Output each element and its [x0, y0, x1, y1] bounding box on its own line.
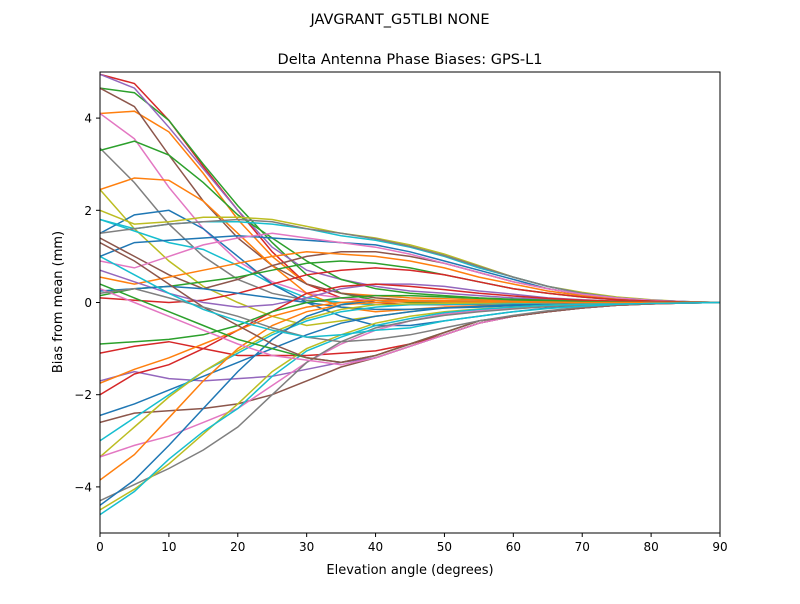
series-lines — [100, 73, 720, 516]
figure-suptitle: JAVGRANT_G5TLBI NONE — [309, 12, 489, 28]
x-tick-label: 10 — [161, 540, 176, 554]
x-tick-label: 90 — [712, 540, 727, 554]
series-line-35 — [100, 301, 720, 516]
y-tick-label: −2 — [74, 388, 92, 402]
series-line-34 — [100, 301, 720, 511]
x-tick-label: 40 — [368, 540, 383, 554]
y-tick-label: 2 — [84, 204, 92, 218]
y-tick-label: 4 — [84, 112, 92, 126]
series-line-2 — [100, 110, 720, 304]
y-tick-label: 0 — [84, 296, 92, 310]
y-axis-label: Bias from mean (mm) — [51, 231, 66, 373]
x-axis: 0 10 20 30 40 50 60 70 80 90 — [96, 533, 728, 554]
series-line-18 — [100, 251, 720, 304]
x-tick-label: 30 — [299, 540, 314, 554]
chart-title: Delta Antenna Phase Biases: GPS-L1 — [278, 52, 543, 68]
series-line-25 — [100, 301, 720, 382]
x-axis-label: Elevation angle (degrees) — [326, 563, 493, 578]
series-line-36 — [100, 283, 720, 396]
y-axis: −4 −2 0 2 4 — [74, 112, 100, 494]
series-line-7 — [100, 147, 720, 306]
series-line-27 — [100, 301, 720, 417]
series-line-21 — [100, 267, 720, 304]
series-line-19 — [100, 232, 720, 304]
series-line-38 — [100, 299, 720, 384]
series-line-43 — [100, 255, 720, 338]
series-line-33 — [100, 299, 720, 506]
series-line-13 — [100, 209, 720, 304]
x-tick-label: 50 — [437, 540, 452, 554]
series-line-32 — [100, 301, 720, 502]
x-tick-label: 60 — [506, 540, 521, 554]
series-line-42 — [100, 287, 720, 343]
y-tick-label: −4 — [74, 480, 92, 494]
x-tick-label: 80 — [643, 540, 658, 554]
series-line-6 — [100, 112, 720, 304]
x-tick-label: 0 — [96, 540, 104, 554]
x-tick-label: 70 — [575, 540, 590, 554]
series-line-9 — [100, 218, 720, 306]
x-tick-label: 20 — [230, 540, 245, 554]
